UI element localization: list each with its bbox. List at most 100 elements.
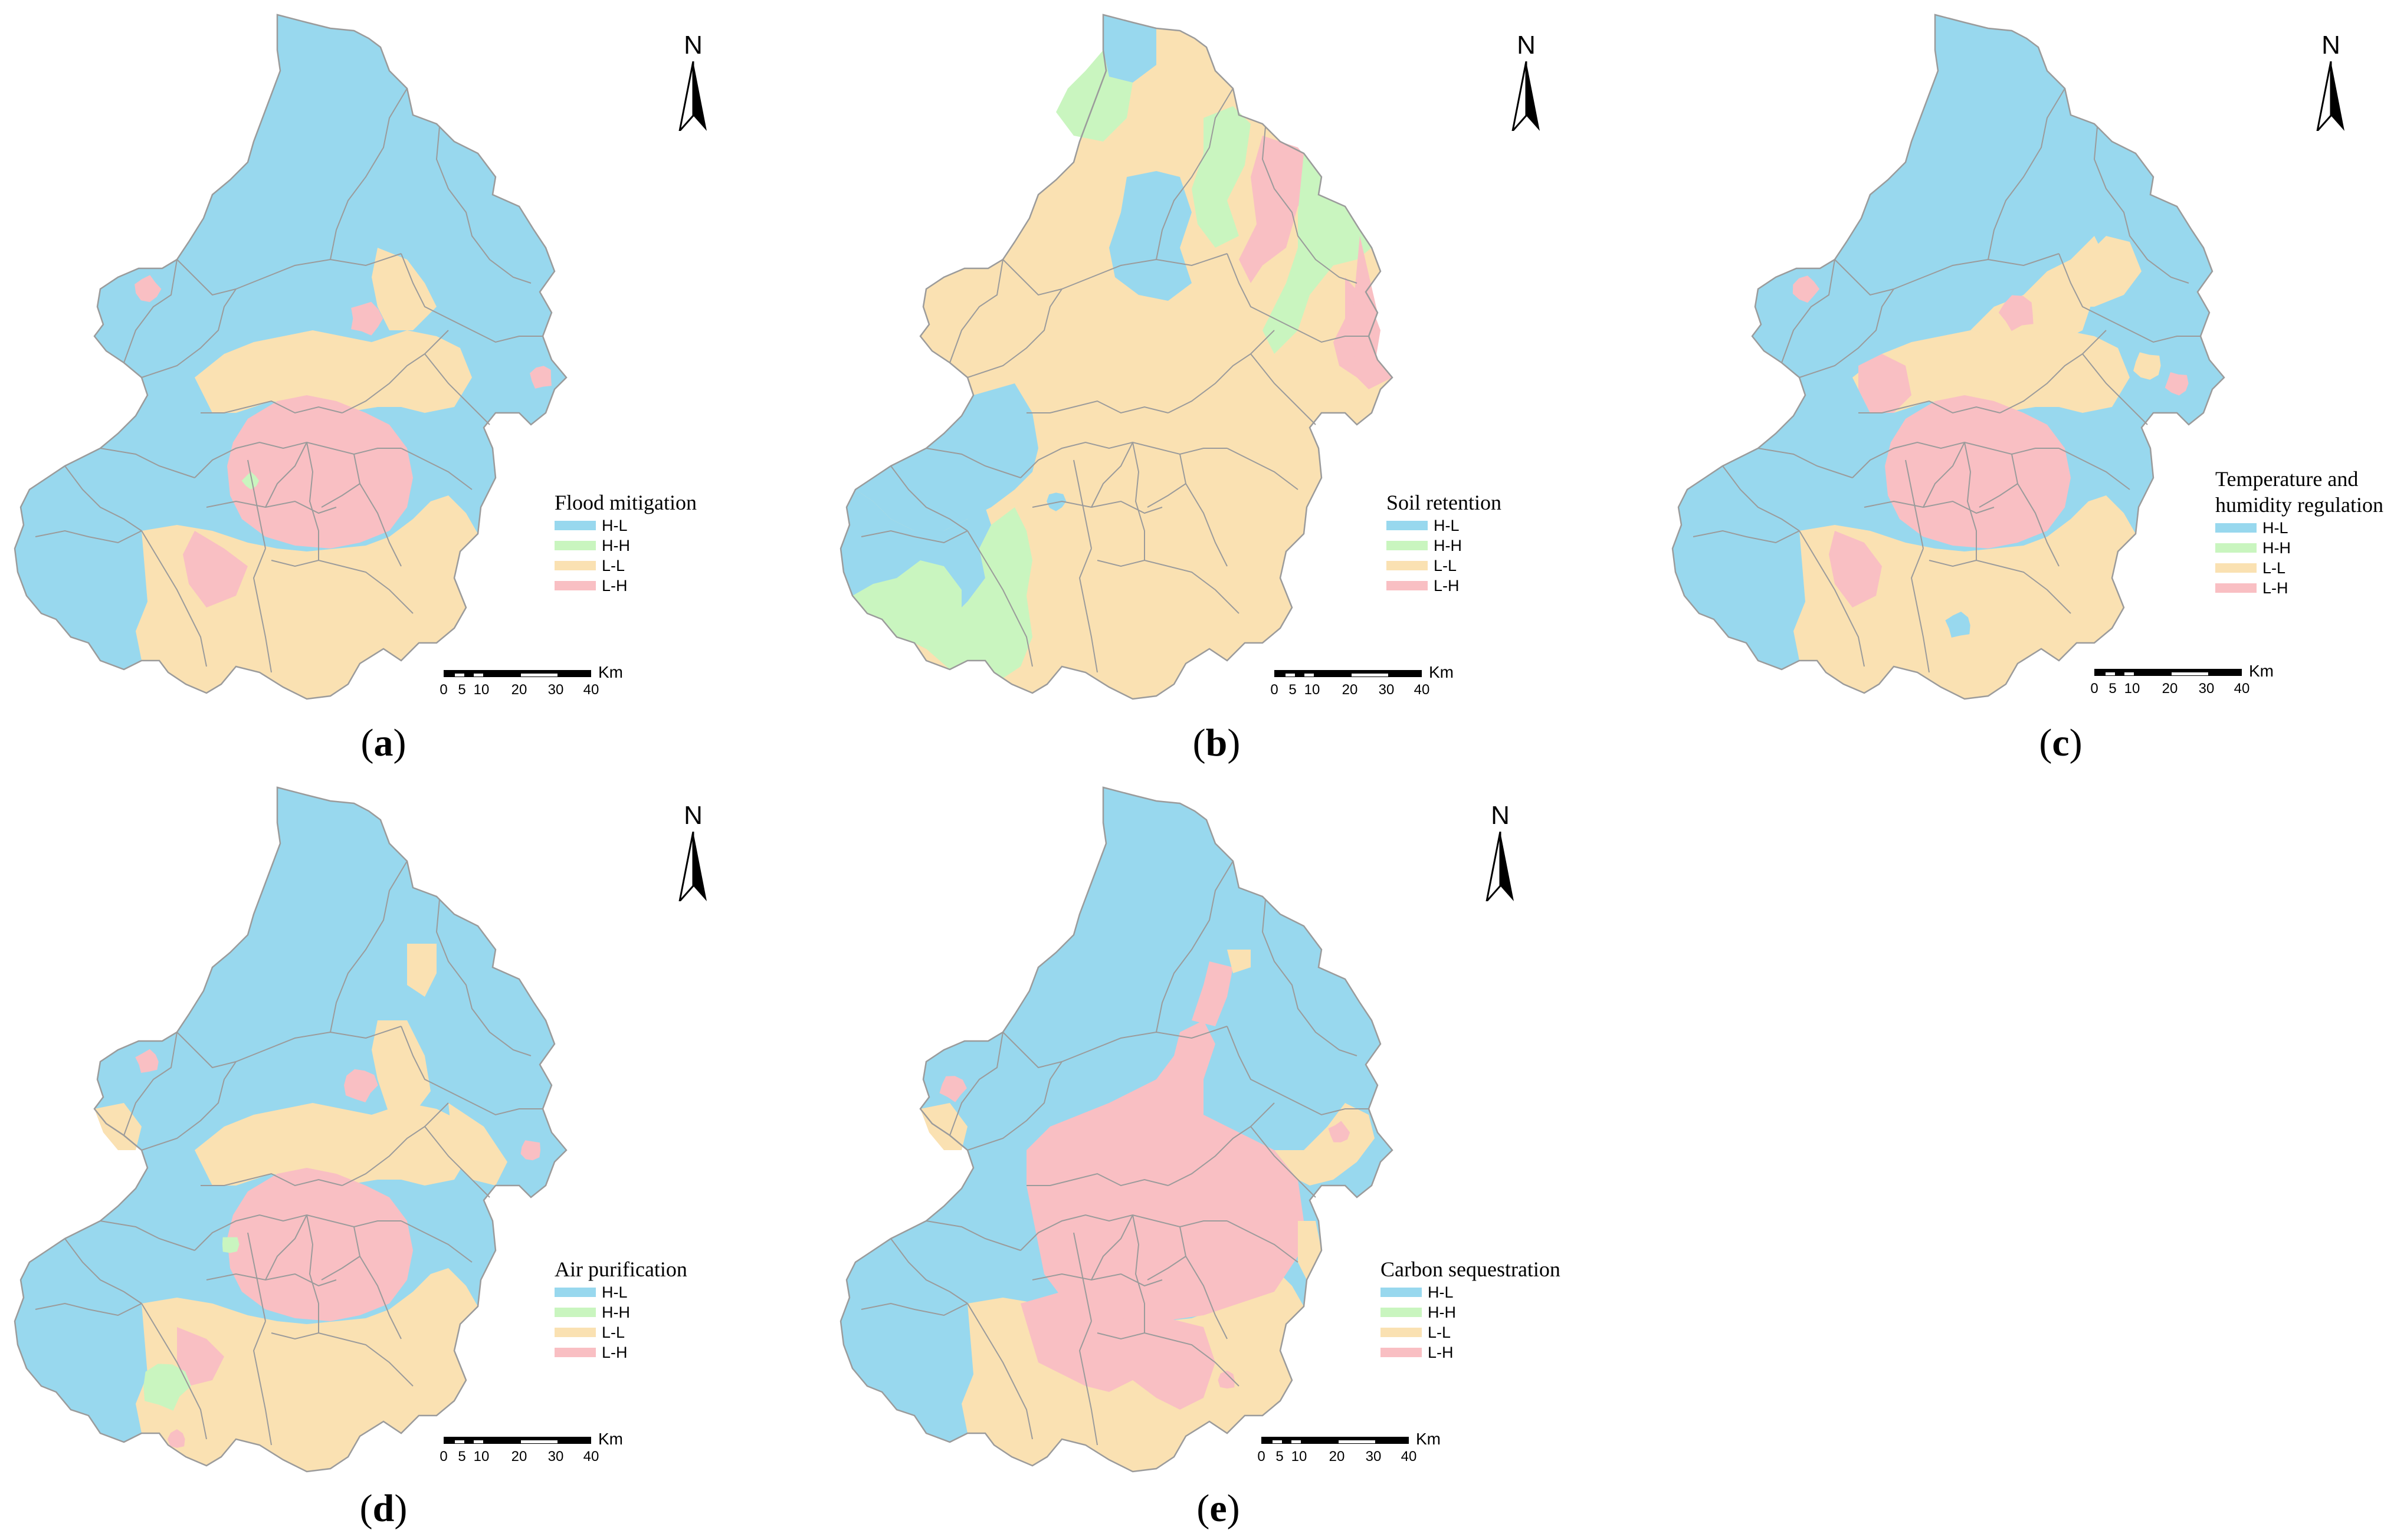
- district-boundary: [861, 1302, 968, 1316]
- district-boundary: [265, 1214, 307, 1280]
- scale-tick: 0: [440, 682, 448, 698]
- district-boundary: [247, 459, 266, 549]
- region-h-l: [855, 383, 1038, 531]
- district-boundary: [123, 259, 178, 363]
- legend-title: Air purification: [555, 1257, 687, 1281]
- region-l-h: [1858, 354, 1911, 413]
- region-l-h: [167, 1429, 185, 1448]
- legend: Temperature and humidity regulation H-L …: [2215, 466, 2404, 598]
- legend-swatch: [555, 1308, 596, 1317]
- region-l-l: [1227, 950, 1251, 973]
- scale-bar: Km 0 5 10 20 30 40: [1257, 1430, 1485, 1475]
- district-boundary: [1147, 1256, 1186, 1280]
- district-boundary: [1834, 259, 1894, 296]
- region-l-h: [177, 1327, 224, 1386]
- region-l-l: [407, 944, 437, 997]
- north-label: N: [1491, 801, 1510, 830]
- region-l-h: [248, 1180, 277, 1203]
- legend-swatch: [1380, 1288, 1422, 1297]
- scale-tick: 0: [2090, 681, 2098, 697]
- choropleth-map-temperature-humidity-regulation: [1671, 14, 2225, 700]
- region-l-h: [1351, 236, 1392, 389]
- legend-item-l-l: L-L: [555, 556, 932, 576]
- north-label: N: [2321, 31, 2340, 60]
- region-l-h: [2165, 372, 2189, 396]
- legend-item-l-h: L-H: [555, 1342, 932, 1362]
- district-boundary: [1852, 441, 2059, 478]
- district-boundary: [1864, 500, 1995, 514]
- scale-unit: Km: [1429, 663, 1454, 681]
- scale-tick: 10: [473, 1449, 490, 1465]
- district-boundary: [401, 253, 543, 343]
- district-boundary: [1156, 861, 1234, 1033]
- legend-label: L-L: [602, 1323, 625, 1341]
- district-boundary: [1002, 259, 1063, 296]
- region-l-l: [195, 1103, 472, 1186]
- scale-bar: Km 0 5 10 20 30 40: [440, 663, 668, 708]
- legend-label: H-L: [602, 516, 628, 534]
- district-boundary: [1227, 253, 1369, 343]
- boundary-outline: [840, 786, 1393, 1473]
- region-l-l: [448, 1103, 507, 1186]
- north-arrow-icon: [678, 832, 707, 901]
- panel-carbon-sequestration: N Carbon sequestration H-L H-H L-L L-H K…: [826, 773, 1628, 1539]
- district-boundary: [1078, 548, 1098, 673]
- scale-tick: 5: [2108, 681, 2117, 697]
- scale-bar: Km 0 5 10 20 30 40: [440, 1430, 668, 1475]
- region-h-h: [1192, 106, 1251, 248]
- district-boundary: [1893, 253, 2060, 290]
- district-boundary: [1032, 1273, 1163, 1287]
- region-l-h: [1792, 275, 1820, 303]
- region-l-h: [135, 1049, 159, 1073]
- district-boundary: [1227, 1026, 1369, 1116]
- north-arrow-icon: [1511, 61, 1540, 131]
- district-boundary: [1147, 483, 1186, 508]
- scale-tick: 20: [2162, 681, 2178, 697]
- district-boundary: [1757, 448, 1853, 478]
- scale-tick: 5: [1275, 1449, 1284, 1465]
- legend-title: Flood mitigation: [555, 491, 697, 514]
- district-boundary: [435, 126, 532, 284]
- district-boundary: [1923, 442, 1965, 508]
- scale-tick: 40: [1414, 682, 1430, 698]
- district-boundary: [926, 448, 1021, 478]
- legend: Soil retention H-L H-H L-L L-H: [1386, 490, 1764, 596]
- region-l-h: [183, 531, 248, 608]
- legend-label: H-H: [2262, 538, 2291, 557]
- district-boundary: [1097, 1332, 1239, 1387]
- panel-air-purification: N Air purification H-L H-H L-L L-H Km 0 …: [0, 773, 802, 1539]
- region-l-h: [530, 366, 552, 389]
- district-boundary: [194, 1214, 401, 1251]
- district-boundary: [306, 442, 319, 560]
- region-h-h: [1262, 153, 1372, 354]
- region-l-l: [920, 1103, 968, 1150]
- district-boundary: [1227, 448, 1298, 490]
- scale-bar-graphic: [1261, 1437, 1409, 1444]
- scale-bar: Km 0 5 10 20 30 40: [2090, 662, 2319, 707]
- scale-bar-graphic: [444, 1437, 591, 1444]
- district-boundary: [435, 899, 532, 1056]
- region-l-h: [1027, 1020, 1304, 1321]
- region-h-h: [222, 1237, 240, 1253]
- legend-swatch: [555, 521, 596, 530]
- district-boundary: [1250, 353, 1316, 425]
- legend-label: L-H: [602, 576, 628, 595]
- scale-tick: 40: [583, 1449, 599, 1465]
- district-boundary: [235, 1026, 402, 1062]
- district-boundary: [424, 1126, 490, 1198]
- district-boundary: [141, 530, 207, 667]
- district-boundary: [321, 483, 360, 508]
- district-boundary: [1858, 400, 2001, 414]
- district-boundary: [1073, 1232, 1092, 1322]
- region-l-l: [195, 330, 472, 413]
- legend-swatch: [1386, 521, 1428, 530]
- legend-label: L-L: [1434, 556, 1457, 574]
- scale-tick: 10: [1304, 682, 1320, 698]
- district-boundary: [1032, 500, 1163, 514]
- legend-swatch: [1380, 1308, 1422, 1317]
- region-l-h: [1021, 1292, 1215, 1410]
- legend-item-h-h: H-H: [555, 1302, 932, 1322]
- scale-bar: Km 0 5 10 20 30 40: [1270, 663, 1498, 708]
- legend-label: L-H: [1434, 576, 1460, 595]
- legend-swatch: [1386, 541, 1428, 550]
